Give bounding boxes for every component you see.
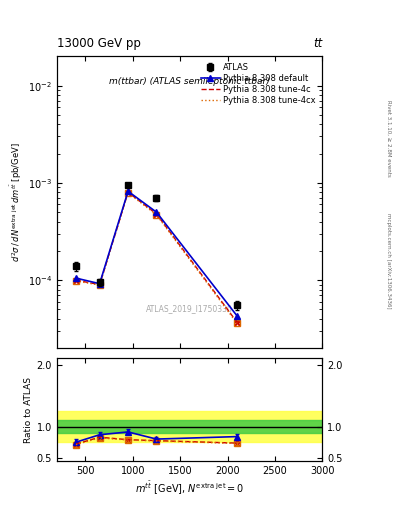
Text: mcplots.cern.ch [arXiv:1306.3436]: mcplots.cern.ch [arXiv:1306.3436] [386,213,391,308]
Text: tt: tt [313,37,322,51]
Bar [57,420,322,433]
Y-axis label: Ratio to ATLAS: Ratio to ATLAS [24,377,33,442]
Text: Rivet 3.1.10, ≥ 2.8M events: Rivet 3.1.10, ≥ 2.8M events [386,100,391,177]
Legend: ATLAS, Pythia 8.308 default, Pythia 8.308 tune-4c, Pythia 8.308 tune-4cx: ATLAS, Pythia 8.308 default, Pythia 8.30… [199,60,318,108]
X-axis label: $m^{t\bar{t}}$ [GeV], $N^{\rm extra\ jet} = 0$: $m^{t\bar{t}}$ [GeV], $N^{\rm extra\ jet… [135,480,244,497]
Y-axis label: $d^2\sigma\,/\,dN^{\rm extra\ jet}\,dm^{t\bar{t}}$ [pb/GeV]: $d^2\sigma\,/\,dN^{\rm extra\ jet}\,dm^{… [8,142,24,262]
Text: ATLAS_2019_I1750330: ATLAS_2019_I1750330 [146,304,233,313]
Text: m(ttbar) (ATLAS semileptonic ttbar): m(ttbar) (ATLAS semileptonic ttbar) [109,77,270,86]
Text: 13000 GeV pp: 13000 GeV pp [57,37,141,51]
Bar [57,411,322,442]
